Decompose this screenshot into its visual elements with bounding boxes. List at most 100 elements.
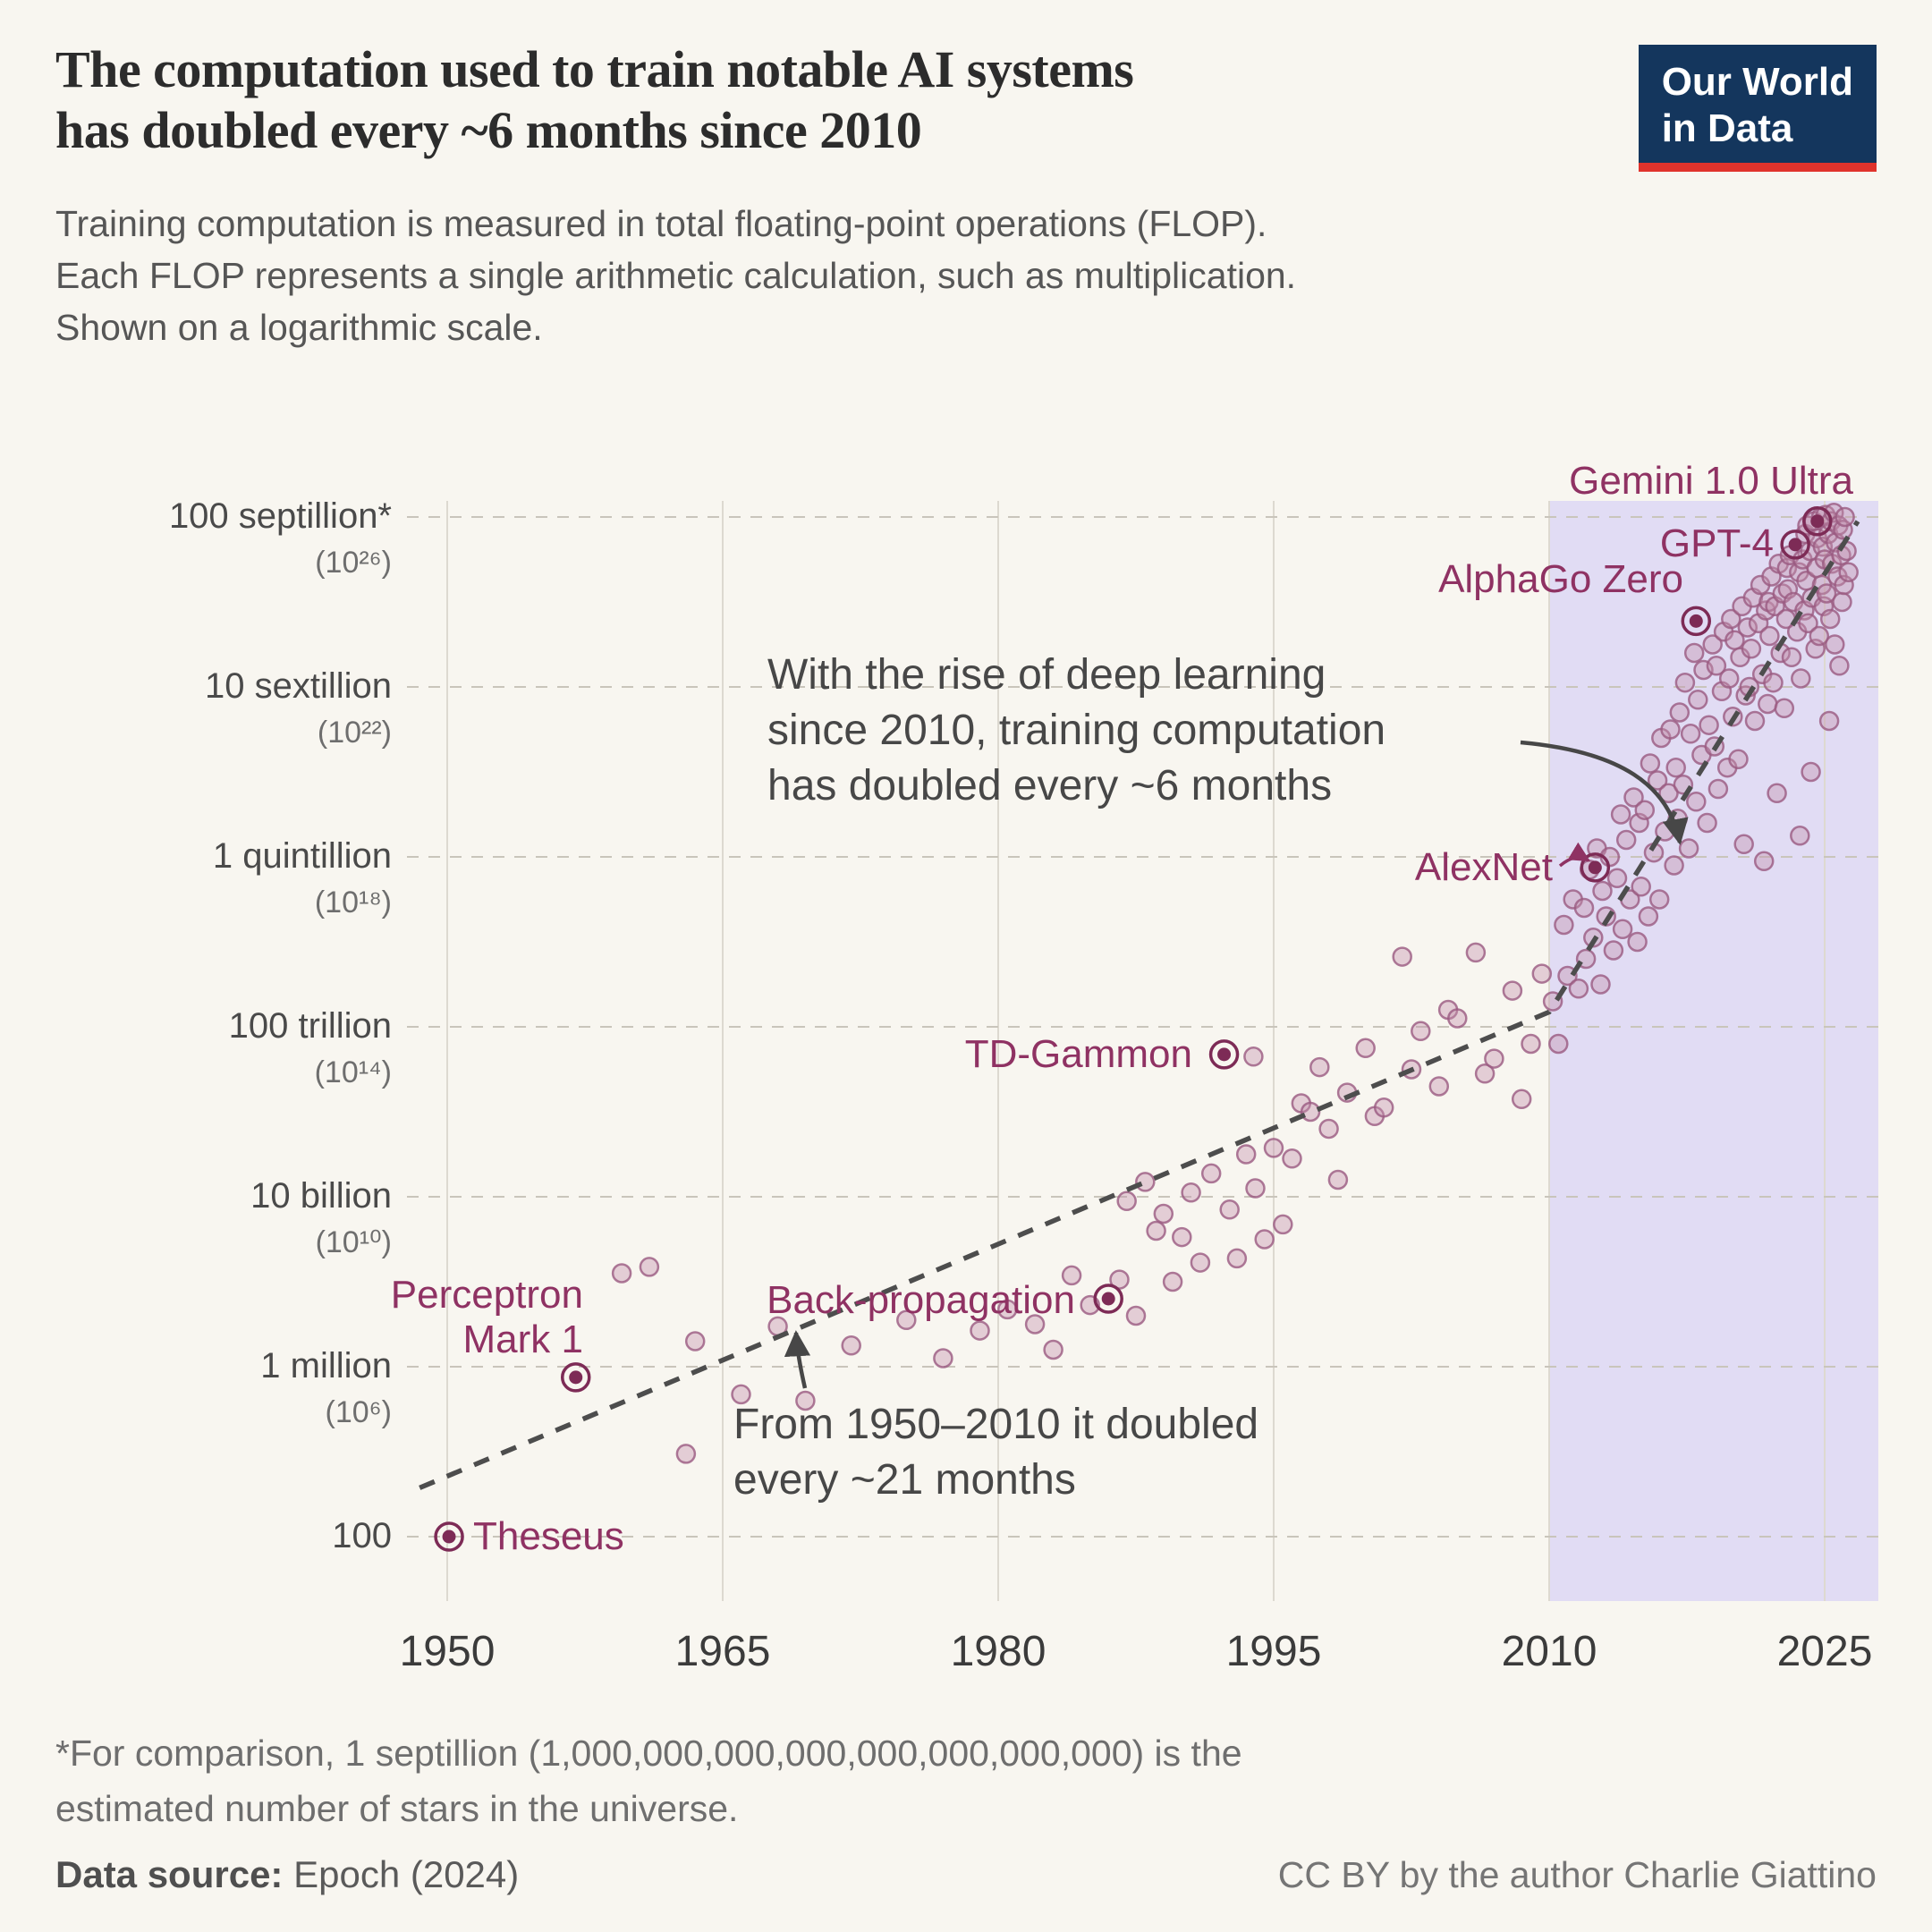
scatter-point — [1548, 1033, 1569, 1055]
y-tick-label: 100 — [332, 1516, 392, 1555]
scatter-point — [1484, 1048, 1504, 1069]
x-tick-label: 1980 — [951, 1628, 1046, 1675]
annotation-arrow — [784, 1330, 811, 1389]
point-alphago-zero: AlphaGo Zero — [1438, 557, 1712, 637]
label-alphago-zero: AlphaGo Zero — [1438, 557, 1683, 601]
scatter-point — [1606, 868, 1628, 889]
scatter-point — [1474, 1063, 1496, 1084]
scatter-point — [1640, 753, 1661, 774]
scatter-point — [1043, 1339, 1063, 1360]
scatter-point — [1818, 710, 1840, 732]
scatter-point — [1610, 804, 1631, 825]
chart-title-line1: The computation used to train notable AI… — [55, 40, 1134, 98]
scatter-point — [1465, 942, 1487, 963]
scatter-point — [1200, 1163, 1222, 1184]
scatter-point — [1741, 639, 1762, 659]
y-tick-label: 1 million — [260, 1346, 392, 1385]
scatter-point — [1263, 1138, 1284, 1158]
x-tick-label: 2010 — [1502, 1628, 1597, 1675]
scatter-point — [1737, 617, 1758, 638]
scatter-point — [1219, 1199, 1240, 1220]
scatter-point — [1686, 792, 1707, 812]
scatter-point — [1623, 787, 1644, 808]
scatter-point — [997, 1299, 1018, 1320]
scatter-point — [1665, 757, 1686, 778]
scatter-point — [1153, 1203, 1174, 1224]
scatter-point — [1135, 1172, 1156, 1192]
scatter-point — [1816, 583, 1837, 604]
subtitle-line3: Shown on a logarithmic scale. — [55, 307, 543, 349]
source-row: Data source: Epoch (2024) CC BY by the a… — [55, 1853, 1877, 1896]
scatter-point — [1638, 906, 1659, 927]
chart-title: The computation used to train notable AI… — [55, 39, 1576, 162]
label-perceptron-mark-1: Perceptron — [391, 1273, 583, 1317]
scatter-point — [1146, 1220, 1166, 1241]
scatter-point — [1688, 690, 1708, 710]
scatter-point — [611, 1263, 632, 1284]
scatter-points — [611, 503, 1859, 1464]
y-tick-label: 1 quintillion — [213, 836, 392, 876]
scatter-point — [1024, 1314, 1046, 1335]
scatter-point — [1554, 914, 1574, 936]
scatter-point — [1674, 672, 1696, 693]
scatter-point — [1428, 1076, 1450, 1097]
x-tick-label: 1995 — [1226, 1628, 1322, 1675]
scatter-point — [1718, 668, 1740, 689]
scatter-point — [970, 1320, 990, 1341]
point-theseus: Theseus — [434, 1514, 624, 1558]
scatter-point — [1318, 1118, 1339, 1140]
scatter-point — [1829, 656, 1850, 676]
scatter-point — [1838, 562, 1859, 583]
scatter-point — [1511, 1089, 1532, 1110]
point-alexnet: AlexNet — [1415, 842, 1611, 889]
footnote-line1: *For comparison, 1 septillion (1,000,000… — [55, 1733, 1242, 1774]
scatter-point — [1172, 1226, 1192, 1248]
scatter-point — [1798, 613, 1818, 634]
y-tick-label: 10 billion — [250, 1176, 392, 1216]
scatter-point — [1759, 625, 1780, 647]
y-tick-sub-label: (10¹⁴) — [315, 1055, 392, 1089]
label-alexnet: AlexNet — [1415, 845, 1553, 889]
annotation-deep-learning: With the rise of deep learning since 2010… — [767, 651, 1385, 809]
scatter-point — [1733, 834, 1754, 855]
scatter-point — [1763, 672, 1784, 693]
owid-logo[interactable]: Our World in Data — [1638, 45, 1877, 172]
point-td-gammon: TD-Gammon — [965, 1032, 1240, 1076]
scatter-point — [731, 1384, 751, 1405]
scatter-point — [1680, 724, 1701, 744]
scatter-point — [1634, 800, 1656, 820]
scatter-point — [1728, 749, 1749, 770]
scatter-point — [1767, 783, 1787, 804]
subtitle-line1: Training computation is measured in tota… — [55, 202, 1267, 244]
scatter-point — [1245, 1178, 1266, 1199]
scatter-point — [1647, 770, 1668, 791]
scatter-point — [1669, 702, 1690, 723]
y-tick-label: 100 trillion — [229, 1006, 392, 1046]
scatter-point — [1373, 1097, 1394, 1118]
y-tick-label: 10 sextillion — [205, 666, 392, 706]
label-gpt-4: GPT-4 — [1660, 521, 1774, 565]
scatter-point — [1699, 715, 1719, 735]
y-tick-sub-label: (10²⁶) — [315, 546, 392, 580]
scatter-point — [1664, 855, 1684, 876]
scatter-point — [1125, 1305, 1147, 1326]
scatter-point — [1790, 826, 1810, 846]
scatter-point — [1162, 1271, 1183, 1292]
scatter-point — [1603, 940, 1624, 961]
label-gemini-1-0-ultra: Gemini 1.0 Ultra — [1569, 459, 1853, 503]
scatter-point — [1531, 963, 1553, 984]
scatter-point — [1631, 877, 1651, 897]
scatter-point — [1721, 608, 1741, 630]
scatter-point — [1825, 634, 1845, 655]
scatter-point — [1678, 838, 1699, 859]
scatter-point — [1648, 889, 1670, 910]
owid-logo-line2: in Data — [1661, 106, 1793, 150]
scatter-point — [1243, 1046, 1264, 1067]
scatter-point — [1832, 591, 1852, 613]
scatter-point — [1744, 710, 1766, 732]
scatter-point — [1774, 698, 1795, 719]
footnote: *For comparison, 1 septillion (1,000,000… — [55, 1726, 1242, 1836]
scatter-point — [1706, 656, 1727, 676]
